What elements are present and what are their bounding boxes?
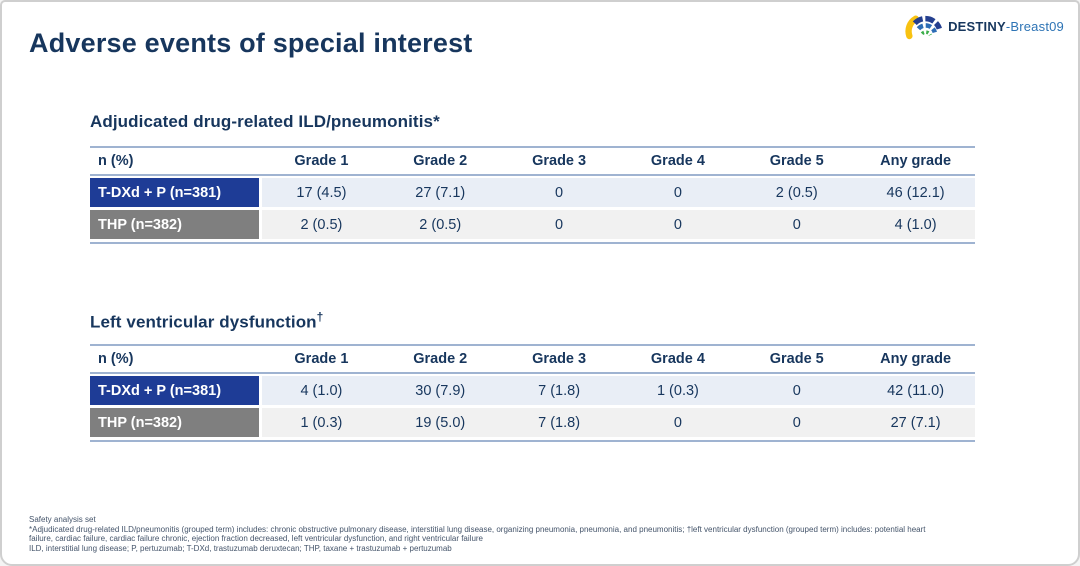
cell-value: 2 (0.5) xyxy=(262,210,381,239)
cell-value: 0 xyxy=(618,210,738,239)
cell-value: 46 (12.1) xyxy=(856,178,975,207)
lvd-header-row: n (%) Grade 1 Grade 2 Grade 3 Grade 4 Gr… xyxy=(90,346,975,374)
lvd-table-heading: Left ventricular dysfunction† xyxy=(90,310,975,332)
lvd-table: n (%) Grade 1 Grade 2 Grade 3 Grade 4 Gr… xyxy=(90,344,975,442)
col-header-grade3: Grade 3 xyxy=(532,153,587,169)
cell-value: 30 (7.9) xyxy=(380,376,500,405)
ild-heading-text: Adjudicated drug-related ILD/pneumonitis xyxy=(90,112,434,131)
table-row: T-DXd + P (n=381) 4 (1.0) 30 (7.9) 7 (1.… xyxy=(90,376,975,405)
col-header-grade3: Grade 3 xyxy=(532,351,587,367)
col-header-grade5: Grade 5 xyxy=(769,153,824,169)
lvd-heading-dagger: † xyxy=(316,310,324,324)
footnotes: Safety analysis set *Adjudicated drug-re… xyxy=(29,515,1069,553)
col-header-grade5: Grade 5 xyxy=(769,351,824,367)
table-row: T-DXd + P (n=381) 17 (4.5) 27 (7.1) 0 0 … xyxy=(90,178,975,207)
table-row: THP (n=382) 1 (0.3) 19 (5.0) 7 (1.8) 0 0… xyxy=(90,408,975,437)
cell-value: 2 (0.5) xyxy=(380,210,500,239)
ild-table-heading: Adjudicated drug-related ILD/pneumonitis… xyxy=(90,112,975,134)
cell-value: 0 xyxy=(618,408,738,437)
lvd-heading-text: Left ventricular dysfunction xyxy=(90,312,317,332)
cell-value: 27 (7.1) xyxy=(856,408,975,437)
col-header-grade2: Grade 2 xyxy=(413,153,468,169)
destiny-fan-icon xyxy=(905,15,943,40)
cell-value: 0 xyxy=(737,376,857,405)
ild-header-row: n (%) Grade 1 Grade 2 Grade 3 Grade 4 Gr… xyxy=(90,148,975,176)
table-row: THP (n=382) 2 (0.5) 2 (0.5) 0 0 0 4 (1.0… xyxy=(90,210,975,239)
footnote-line: Safety analysis set xyxy=(29,515,96,524)
cell-value: 7 (1.8) xyxy=(499,376,619,405)
trial-logo-text: DESTINY-Breast09 xyxy=(948,19,1064,34)
col-header-n-pct: n (%) xyxy=(98,153,134,169)
ild-table-section: Adjudicated drug-related ILD/pneumonitis… xyxy=(90,112,975,244)
ild-heading-asterisk: * xyxy=(433,112,440,131)
cell-value: 4 (1.0) xyxy=(262,376,381,405)
lvd-table-section: Left ventricular dysfunction† n (%) Grad… xyxy=(90,310,975,442)
logo-breast09-label: -Breast09 xyxy=(1005,18,1064,34)
row-label-thp: THP (n=382) xyxy=(90,408,259,437)
cell-value: 1 (0.3) xyxy=(262,408,381,437)
footnote-line: failure, cardiac failure, cardiac failur… xyxy=(29,534,483,543)
col-header-grade4: Grade 4 xyxy=(650,351,705,367)
cell-value: 7 (1.8) xyxy=(499,408,619,437)
cell-value: 4 (1.0) xyxy=(856,210,975,239)
row-label-tdxd-p: T-DXd + P (n=381) xyxy=(90,376,259,405)
cell-value: 19 (5.0) xyxy=(380,408,500,437)
cell-value: 0 xyxy=(499,178,619,207)
col-header-any-grade: Any grade xyxy=(880,351,952,367)
cell-value: 42 (11.0) xyxy=(856,376,975,405)
col-header-grade2: Grade 2 xyxy=(413,351,468,367)
row-label-thp: THP (n=382) xyxy=(90,210,259,239)
cell-value: 27 (7.1) xyxy=(380,178,500,207)
trial-logo: DESTINY-Breast09 xyxy=(903,12,1064,40)
cell-value: 0 xyxy=(737,210,857,239)
cell-value: 0 xyxy=(618,178,738,207)
footnote-line: *Adjudicated drug-related ILD/pneumoniti… xyxy=(29,524,926,534)
cell-value: 2 (0.5) xyxy=(737,178,857,207)
col-header-grade1: Grade 1 xyxy=(294,153,349,169)
cell-value: 0 xyxy=(499,210,619,239)
col-header-any-grade: Any grade xyxy=(880,153,952,169)
footnote-line: ILD, interstitial lung disease; P, pertu… xyxy=(29,543,452,553)
col-header-grade1: Grade 1 xyxy=(294,351,349,367)
col-header-grade4: Grade 4 xyxy=(650,153,705,169)
row-label-tdxd-p: T-DXd + P (n=381) xyxy=(90,178,259,207)
col-header-n-pct: n (%) xyxy=(98,351,134,367)
page-title: Adverse events of special interest xyxy=(29,28,473,58)
cell-value: 0 xyxy=(737,408,857,437)
logo-destiny-label: DESTINY xyxy=(948,18,1006,34)
cell-value: 1 (0.3) xyxy=(618,376,738,405)
ild-table: n (%) Grade 1 Grade 2 Grade 3 Grade 4 Gr… xyxy=(90,146,975,244)
cell-value: 17 (4.5) xyxy=(262,178,381,207)
